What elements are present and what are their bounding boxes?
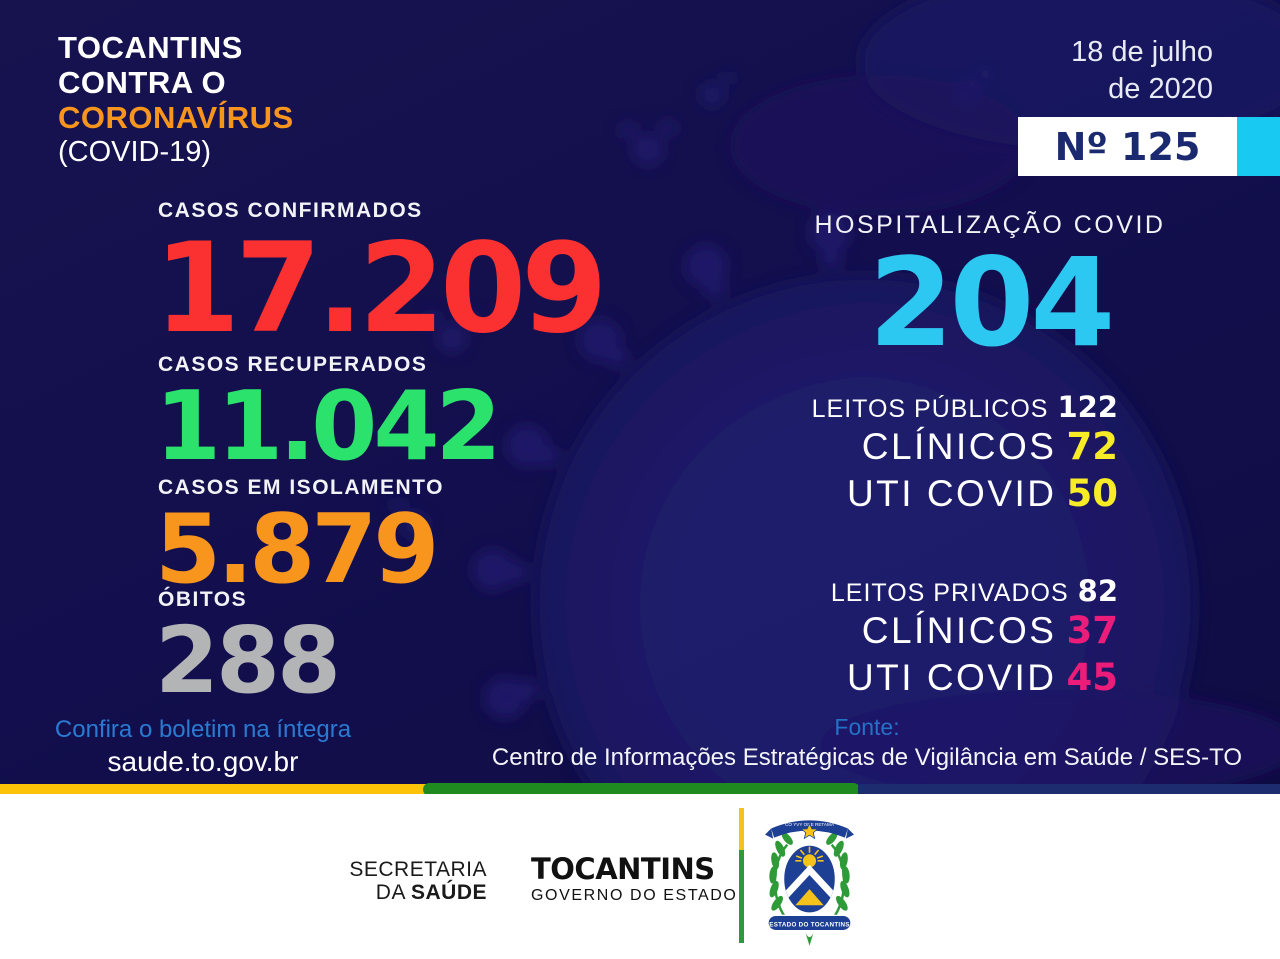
beds-public-total: 122 (1057, 390, 1118, 424)
beds-public-icu-label: UTI COVID (846, 473, 1057, 514)
government-wordmark: TOCANTINS GOVERNO DO ESTADO (531, 854, 737, 905)
title-line-covid: (COVID-19) (58, 136, 212, 168)
beds-public-header: LEITOS PÚBLICOS 122 (811, 390, 1118, 424)
coat-of-arms-logo: CO YVY ORE RETAMA ESTADO DO TOC (765, 820, 854, 946)
hospitalization-value: 204 (868, 232, 1116, 374)
coat-shield-oval (782, 843, 837, 915)
source-block: Fonte: Centro de Informações Estratégica… (490, 714, 1244, 772)
beds-public-icu-value: 50 (1066, 472, 1119, 515)
stripe-green-segment (423, 783, 860, 796)
coat-shield-interior (784, 846, 835, 906)
date-line-2: de 2020 (1108, 73, 1213, 105)
coat-bottom-banner: ESTADO DO TOCANTINS (767, 914, 852, 946)
stat-recovered-label: CASOS RECUPERADOS (158, 353, 428, 376)
source-label: Fonte: (834, 714, 900, 740)
beds-private-icu-value: 45 (1066, 656, 1119, 699)
government-title: TOCANTINS (531, 852, 715, 886)
beds-public-icu-row: UTI COVID 50 (812, 470, 1118, 517)
beds-private-icu-label: UTI COVID (846, 657, 1057, 698)
date-line-1: 18 de julho (1071, 36, 1213, 68)
secretaria-line-1: SECRETARIA (349, 858, 487, 881)
footer-divider (739, 808, 744, 943)
stat-isolation-value: 5.879 (155, 495, 439, 605)
beds-public-title: LEITOS PÚBLICOS (811, 395, 1049, 423)
source-text: Centro de Informações Estratégicas de Vi… (491, 744, 1243, 771)
stat-recovered-value: 11.042 (155, 372, 502, 482)
bulletin-link-url: saude.to.gov.br (107, 746, 299, 777)
coat-banner-text: ESTADO DO TOCANTINS (769, 921, 850, 928)
beds-private-total: 82 (1077, 574, 1118, 608)
bulletin-link-caption: Confira o boletim na íntegra (54, 716, 352, 743)
beds-private-clinical-label: CLÍNICOS (861, 610, 1057, 651)
bulletin-number: Nº 125 (1054, 124, 1201, 169)
stat-confirmed-value: 17.209 (154, 217, 608, 361)
stat-isolation-label: CASOS EM ISOLAMENTO (158, 476, 444, 499)
beds-private-block: LEITOS PRIVADOS 82 CLÍNICOS 37 UTI COVID 45 (831, 577, 1118, 701)
beds-private-header: LEITOS PRIVADOS 82 (830, 574, 1118, 608)
title-line-2: CONTRA O (58, 65, 227, 100)
stat-isolation: CASOS EM ISOLAMENTO 5.879 (155, 476, 444, 605)
government-subtitle: GOVERNO DO ESTADO (531, 887, 738, 904)
bulletin-date: 18 de julho de 2020 (1071, 34, 1213, 108)
secretaria-wordmark: SECRETARIA DA SAÚDE (349, 858, 487, 904)
secretaria-line-2: DA SAÚDE (349, 881, 487, 904)
cyan-accent-block (1237, 117, 1280, 176)
coat-star (800, 822, 819, 840)
beds-public-block: LEITOS PÚBLICOS 122 CLÍNICOS 72 UTI COVID 5… (812, 393, 1118, 517)
stat-deaths-label: ÓBITOS (158, 588, 248, 611)
stat-confirmed-label: CASOS CONFIRMADOS (158, 199, 423, 222)
campaign-title: TOCANTINS CONTRA O CORONAVÍRUS (COVID-19… (58, 30, 294, 170)
secretaria-saude: SAÚDE (410, 881, 487, 904)
stat-deaths-value: 288 (155, 607, 341, 714)
stat-recovered: CASOS RECUPERADOS 11.042 (155, 353, 502, 482)
stat-confirmed: CASOS CONFIRMADOS 17.209 (154, 199, 608, 351)
stripe-yellow-segment (0, 784, 429, 795)
stripe-navy-segment (858, 784, 1280, 795)
beds-public-clinical-row: CLÍNICOS 72 (812, 423, 1118, 470)
beds-private-icu-row: UTI COVID 45 (831, 654, 1118, 701)
title-line-coronavirus: CORONAVÍRUS (58, 100, 294, 135)
footer: SECRETARIA DA SAÚDE TOCANTINS GOVERNO DO … (0, 794, 1280, 959)
hospitalization-label: HOSPITALIZAÇÃO COVID (814, 211, 1166, 239)
beds-private-clinical-row: CLÍNICOS 37 (831, 607, 1118, 654)
title-line-1: TOCANTINS (58, 30, 243, 65)
beds-public-clinical-value: 72 (1066, 425, 1119, 468)
bulletin-link-block: Confira o boletim na íntegra saude.to.go… (28, 716, 378, 778)
bulletin-number-box: Nº 125 (1018, 117, 1237, 176)
hospitalization-block: HOSPITALIZAÇÃO COVID 204 (798, 211, 1182, 364)
beds-private-title: LEITOS PRIVADOS (830, 579, 1069, 607)
stat-deaths: ÓBITOS 288 (155, 588, 341, 714)
beds-public-clinical-label: CLÍNICOS (861, 426, 1057, 467)
beds-private-clinical-value: 37 (1066, 609, 1119, 652)
secretaria-da: DA (375, 881, 406, 904)
